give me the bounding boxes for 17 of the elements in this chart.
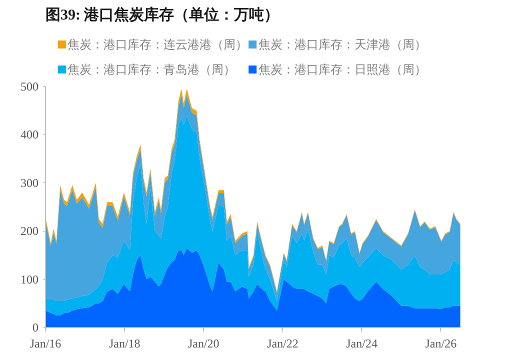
x-tick-label: Jan/20 xyxy=(188,336,220,350)
legend-label: 焦炭：港口库存：天津港（周） xyxy=(258,38,426,52)
x-tick-label: Jan/16 xyxy=(30,336,62,350)
y-tick-label: 400 xyxy=(20,128,38,142)
legend-label: 焦炭：港口库存：日照港（周） xyxy=(258,62,426,76)
y-tick-label: 300 xyxy=(20,176,38,190)
y-tick-label: 100 xyxy=(20,272,38,286)
legend-label: 焦炭：港口库存：连云港港（周） xyxy=(68,38,248,52)
y-tick-label: 500 xyxy=(20,80,38,94)
x-tick-label: Jan/26 xyxy=(425,336,457,350)
legend-label: 焦炭：港口库存：青岛港（周） xyxy=(68,62,236,76)
x-tick-label: Jan/22 xyxy=(267,336,298,350)
x-tick-label: Jan/18 xyxy=(108,336,140,350)
chart-title: 图39: 港口焦炭库存（单位：万吨） xyxy=(46,6,280,24)
y-tick-label: 0 xyxy=(32,320,38,334)
x-tick-label: Jan/24 xyxy=(346,336,378,350)
y-tick-label: 200 xyxy=(20,224,38,238)
